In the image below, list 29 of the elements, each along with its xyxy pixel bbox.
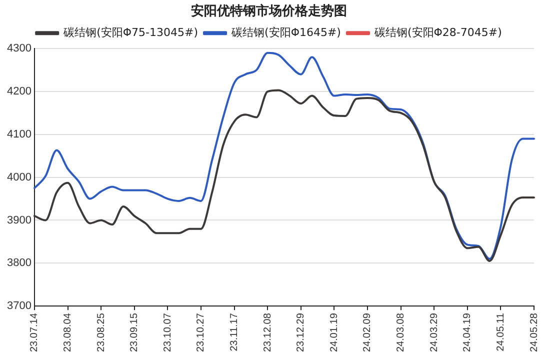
y-tick-label: 4100: [6, 128, 32, 140]
x-tick-label: 24.04.19: [462, 312, 474, 352]
y-tick-label: 4300: [6, 42, 32, 55]
y-tick-label: 3700: [6, 300, 32, 312]
x-tick-label: 23.08.04: [62, 312, 74, 352]
chart-title: 安阳优特钢市场价格走势图: [191, 3, 347, 20]
x-tick-label: 23.11.17: [229, 312, 240, 352]
x-tick-label: 23.07.14: [29, 312, 40, 352]
x-tick-label: 23.10.27: [196, 312, 207, 352]
y-tick-label: 4000: [6, 171, 32, 184]
x-tick-label: 23.09.15: [129, 312, 140, 352]
line-series: [33, 52, 535, 260]
x-tick-label: 24.05.28: [528, 312, 540, 352]
x-tick-label: 23.12.08: [262, 312, 274, 352]
legend-label: 碳结钢(安阳Φ28-7045#): [373, 26, 502, 39]
x-tick-label: 23.12.29: [296, 312, 307, 352]
x-tick-label: 23.10.07: [162, 312, 174, 352]
x-tick-label: 24.02.09: [362, 312, 374, 352]
y-tick-label: 3900: [6, 214, 32, 226]
x-tick-label: 24.03.29: [428, 312, 440, 352]
line-series: [33, 89, 535, 262]
legend-label: 碳结钢(安阳Φ1645#): [230, 26, 341, 39]
x-tick-label: 24.05.11: [495, 312, 506, 352]
legend-label: 碳结钢(安阳Φ75-13045#): [62, 26, 198, 39]
x-tick-label: 23.08.25: [96, 312, 107, 352]
y-tick-label: 4200: [6, 86, 32, 98]
y-tick-label: 3800: [6, 257, 32, 270]
x-tick-label: 24.01.19: [328, 312, 340, 352]
x-tick-label: 24.03.08: [396, 312, 407, 352]
